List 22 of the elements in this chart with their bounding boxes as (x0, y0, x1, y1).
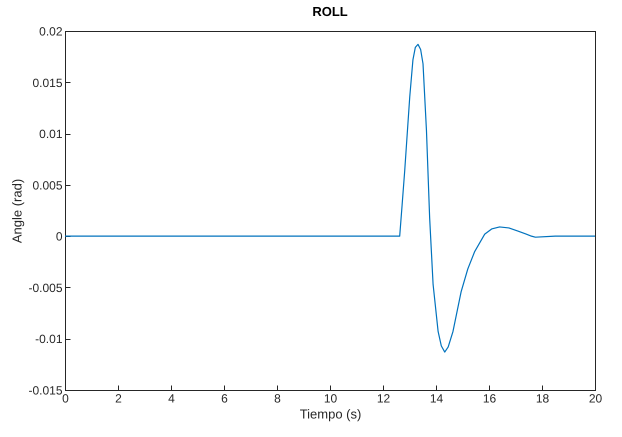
x-axis-title: Tiempo (s) (300, 406, 362, 422)
x-tick-label: 2 (115, 392, 122, 406)
x-tick-label: 4 (168, 392, 176, 406)
line-series (65, 44, 595, 353)
y-tick-label: -0.005 (28, 280, 63, 295)
x-tick-label: 20 (588, 392, 602, 406)
x-tick-label: 6 (221, 392, 228, 406)
chart-title: ROLL (312, 4, 348, 19)
x-tick-label: 10 (324, 392, 338, 406)
x-tick-label: 14 (430, 392, 444, 406)
y-tick-label: -0.01 (35, 332, 63, 346)
y-tick-label: 0 (56, 230, 63, 244)
y-axis-title: Angle (rad) (9, 178, 24, 244)
y-tick-label: 0.015 (32, 76, 63, 90)
x-tick-label: 18 (536, 392, 550, 406)
y-tick-label: 0.01 (39, 127, 63, 142)
y-tick-label: 0.005 (32, 178, 63, 192)
y-tick-label: 0.02 (39, 24, 63, 38)
y-tick-label: -0.015 (28, 384, 63, 398)
x-tick-label: 12 (376, 392, 390, 406)
x-tick-label: 16 (482, 392, 496, 406)
x-tick-label: 8 (274, 392, 282, 406)
